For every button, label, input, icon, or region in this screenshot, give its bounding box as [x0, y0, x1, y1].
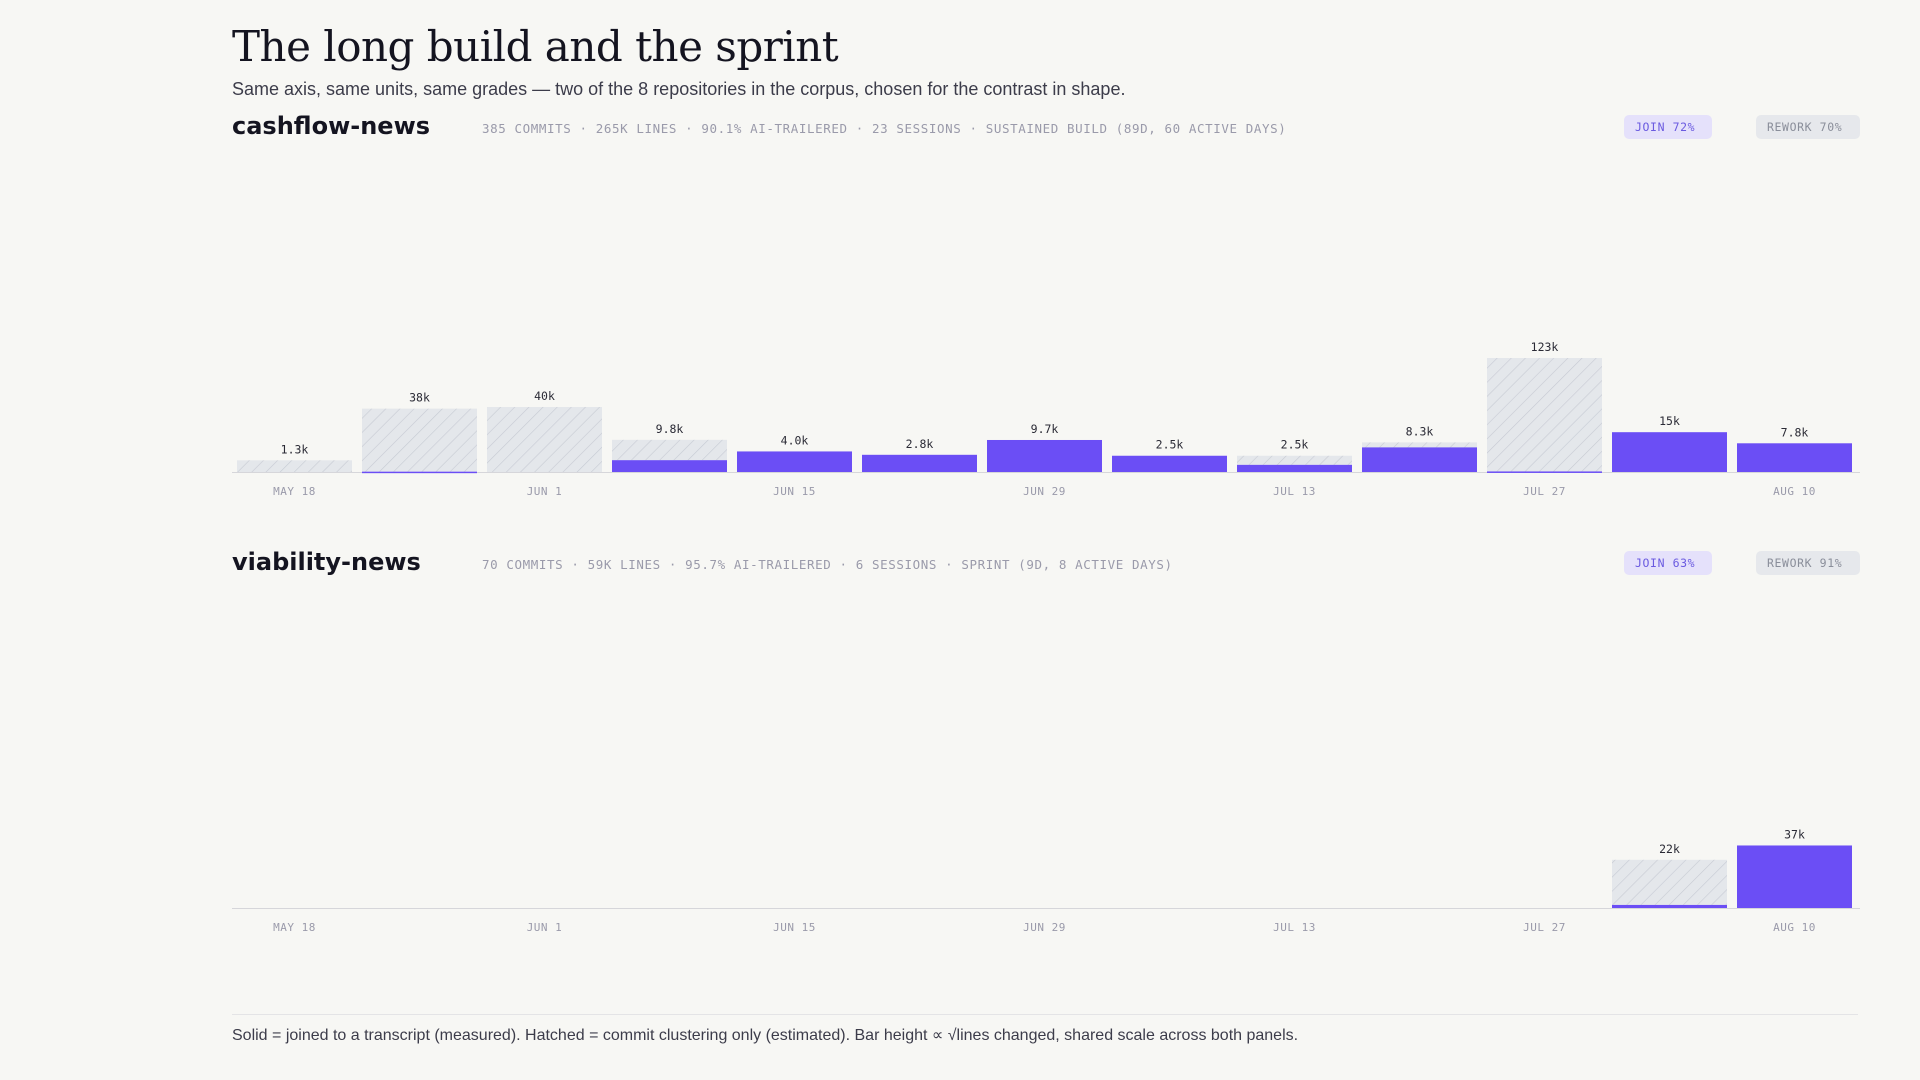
bar-estimated — [1237, 455, 1352, 465]
x-tick-label: MAY 18 — [273, 485, 316, 498]
bar-value-label: 1.3k — [281, 442, 309, 456]
panel-viability-news: viability-news 70 COMMITS · 59k LINES · … — [232, 548, 1860, 978]
bar-measured — [612, 460, 727, 472]
bar-value-label: 9.8k — [656, 422, 684, 436]
bar-value-label: 9.7k — [1031, 422, 1059, 436]
bar-value-label: 7.8k — [1781, 425, 1809, 439]
bar-measured — [1487, 471, 1602, 473]
x-tick-label: MAY 18 — [273, 921, 316, 934]
bar-measured — [1612, 432, 1727, 472]
x-tick-label: JUN 29 — [1023, 485, 1066, 498]
bar-chart: 1.3k 38k 40k 9.8k 4.0k 2.8k 9.7k 2.5k 2.5k 8.3k 12… — [232, 340, 1860, 498]
bar-estimated — [1487, 358, 1602, 472]
footer-note: Solid = joined to a transcript (measured… — [232, 1027, 1299, 1044]
panel-stats: 385 COMMITS · 265k LINES · 90.1% AI-TRAI… — [482, 121, 1287, 136]
bar-value-label: 2.8k — [906, 437, 934, 451]
bar-value-label: 37k — [1784, 827, 1805, 841]
bar-chart: 22k 37k MAY 18 JUN 1 JUN 15 JUN 29 JUL 13 JUL 2… — [232, 827, 1860, 934]
bar-measured — [987, 439, 1102, 472]
x-tick-label: JUL 13 — [1273, 921, 1316, 934]
bar-measured — [1237, 464, 1352, 472]
bar-value-label: 38k — [409, 391, 430, 405]
x-tick-label: AUG 10 — [1773, 485, 1816, 498]
x-tick-label: JUN 1 — [527, 921, 563, 934]
x-tick-label: JUL 27 — [1523, 485, 1566, 498]
bar-value-label: 2.5k — [1156, 438, 1184, 452]
bar-measured — [1737, 443, 1852, 472]
bar-measured — [1112, 455, 1227, 472]
join-badge: JOIN 72% — [1624, 115, 1712, 139]
bar-estimated — [1612, 859, 1727, 905]
panel-stats: 70 COMMITS · 59k LINES · 95.7% AI-TRAILE… — [482, 557, 1173, 572]
x-tick-label: JUN 15 — [773, 921, 816, 934]
x-tick-label: JUN 29 — [1023, 921, 1066, 934]
bar-estimated — [487, 406, 602, 472]
bar-measured — [1612, 904, 1727, 908]
bar-measured — [862, 454, 977, 472]
page-subtitle: Same axis, same units, same grades — two… — [232, 79, 1126, 99]
x-tick-label: JUL 13 — [1273, 485, 1316, 498]
bar-estimated — [1362, 442, 1477, 448]
bar-measured — [737, 451, 852, 472]
bar-value-label: 8.3k — [1406, 424, 1434, 438]
bar-value-label: 22k — [1659, 842, 1680, 856]
bar-value-label: 4.0k — [781, 433, 809, 447]
bar-measured — [1737, 845, 1852, 908]
x-tick-label: JUN 1 — [527, 485, 563, 498]
x-tick-label: AUG 10 — [1773, 921, 1816, 934]
bar-estimated — [612, 439, 727, 461]
bar-value-label: 40k — [534, 389, 555, 403]
rework-badge: REWORK 70% — [1756, 115, 1860, 139]
bar-measured — [1362, 447, 1477, 472]
panel-title: viability-news — [232, 548, 421, 576]
page-title: The long build and the sprint — [232, 22, 839, 71]
footer-divider — [232, 1014, 1858, 1015]
x-tick-label: JUL 27 — [1523, 921, 1566, 934]
bar-value-label: 123k — [1531, 340, 1559, 354]
bar-estimated — [237, 460, 352, 472]
panel-title: cashflow-news — [232, 112, 431, 140]
bar-value-label: 2.5k — [1281, 438, 1309, 452]
panel-cashflow-news: cashflow-news 385 COMMITS · 265k LINES ·… — [232, 112, 1860, 542]
rework-badge: REWORK 91% — [1756, 551, 1860, 575]
join-badge: JOIN 63% — [1624, 551, 1712, 575]
bar-measured — [362, 471, 477, 474]
bar-estimated — [362, 408, 477, 472]
bar-value-label: 15k — [1659, 414, 1680, 428]
x-tick-label: JUN 15 — [773, 485, 816, 498]
